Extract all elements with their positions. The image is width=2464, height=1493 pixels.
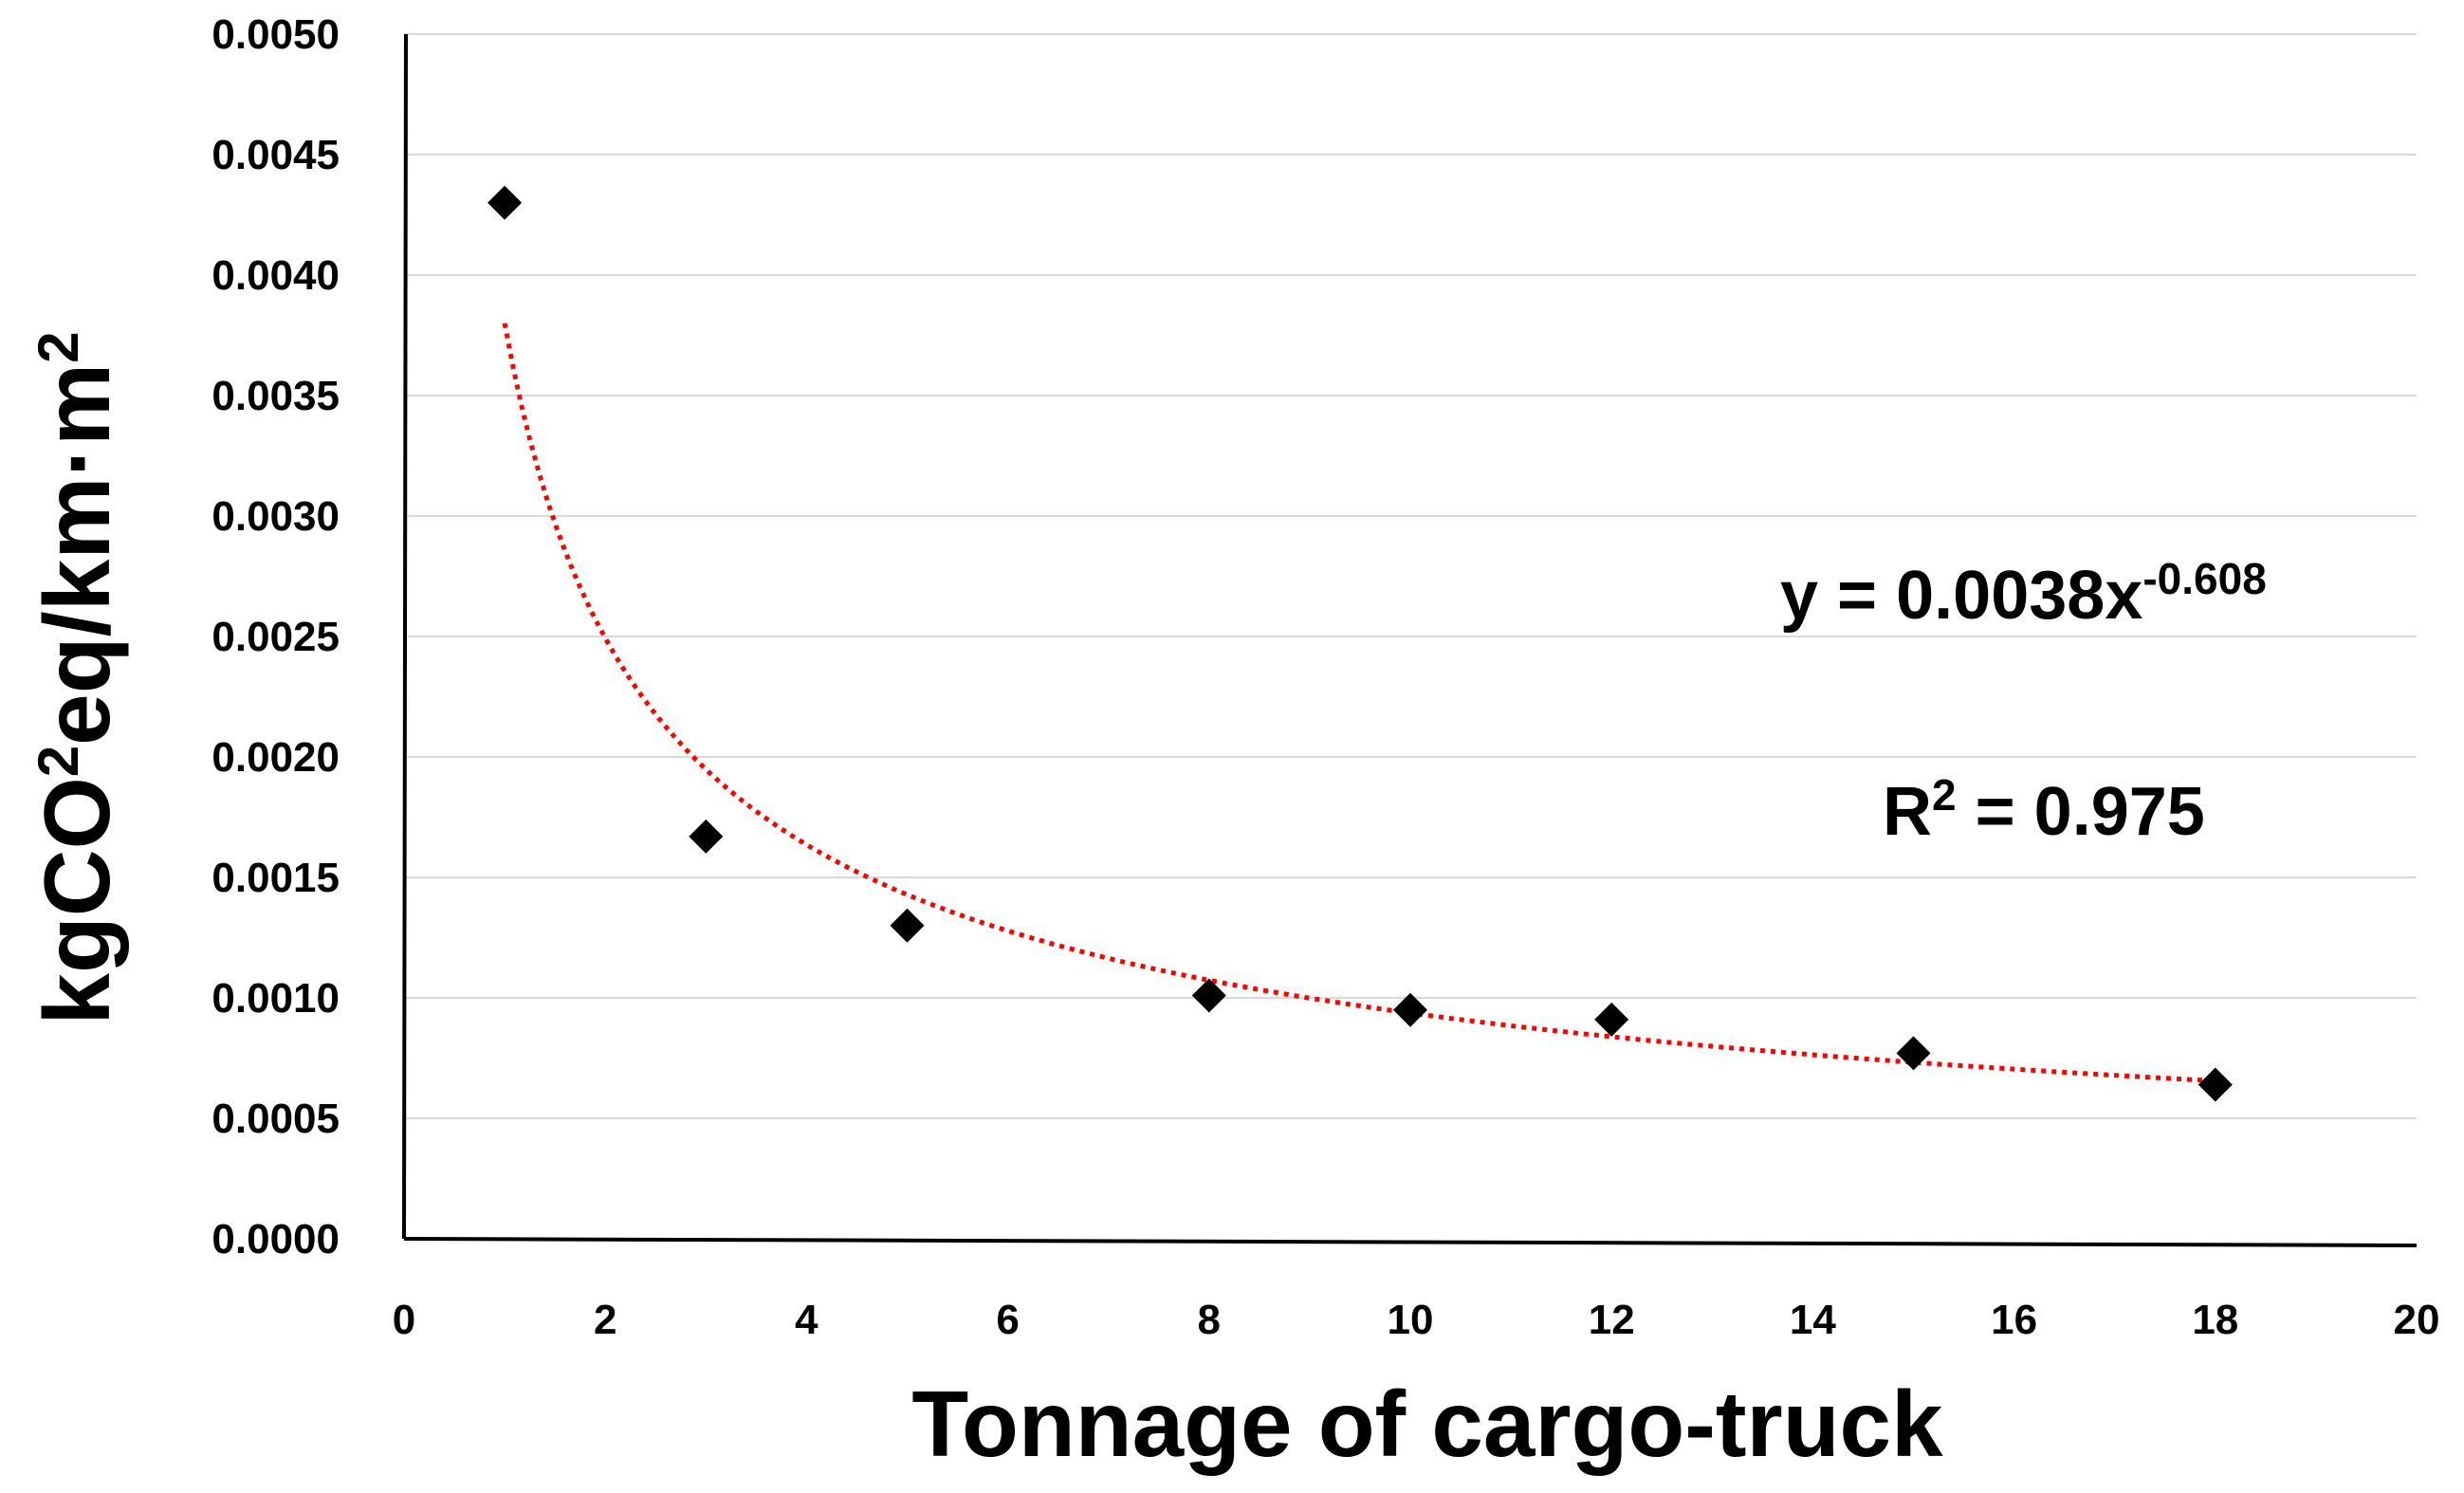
x-tick-label: 8 xyxy=(1198,1297,1221,1343)
data-point xyxy=(1393,992,1427,1027)
y-tick-label: 0.0040 xyxy=(211,252,340,299)
data-points xyxy=(487,185,2233,1102)
x-tick-label: 0 xyxy=(393,1297,415,1343)
y-axis-title: kgCO2eq/km·m2 xyxy=(25,331,129,1024)
x-tick-label: 20 xyxy=(2394,1297,2440,1343)
data-point xyxy=(1594,1002,1629,1037)
x-tick-label: 6 xyxy=(996,1297,1019,1343)
equation-annotation: y = 0.0038x-0.608 xyxy=(1780,554,2267,634)
y-axis-line xyxy=(402,33,408,1240)
x-tick-label: 16 xyxy=(1991,1297,2037,1343)
data-point xyxy=(689,819,724,854)
y-tick-label: 0.0015 xyxy=(211,855,340,901)
y-tick-label: 0.0000 xyxy=(211,1216,340,1263)
x-tick-label: 12 xyxy=(1589,1297,1635,1343)
power-trendline xyxy=(502,323,2216,1083)
y-tick-label: 0.0010 xyxy=(211,975,340,1022)
x-tick-label: 14 xyxy=(1790,1297,1836,1343)
x-tick-label: 2 xyxy=(594,1297,616,1343)
data-point xyxy=(890,908,925,943)
y-tick-label: 0.0020 xyxy=(211,734,340,781)
x-tick-label: 10 xyxy=(1388,1297,1434,1343)
data-point xyxy=(2197,1067,2233,1102)
r-squared-annotation: R2 = 0.975 xyxy=(1883,770,2205,850)
x-tick-label: 18 xyxy=(2192,1297,2238,1343)
y-tick-label: 0.0035 xyxy=(211,373,340,419)
x-axis-title: Tonnage of cargo-truck xyxy=(911,1372,1943,1476)
data-point xyxy=(1896,1036,1931,1071)
x-tick-label: 4 xyxy=(795,1297,818,1343)
y-tick-label: 0.0045 xyxy=(211,132,340,178)
y-tick-label: 0.0025 xyxy=(211,614,340,660)
x-tick-labels: 0 2 4 6 8 10 12 14 16 18 20 xyxy=(393,1297,2440,1343)
y-tick-label: 0.0030 xyxy=(211,493,340,540)
data-point xyxy=(487,185,523,220)
y-tick-labels: 0.0000 0.0005 0.0010 0.0015 0.0020 0.0025 0.00… xyxy=(211,11,340,1263)
data-point xyxy=(1191,978,1226,1013)
y-tick-label: 0.0005 xyxy=(211,1096,340,1142)
y-tick-label: 0.0050 xyxy=(211,11,340,58)
gridlines xyxy=(404,33,2417,1119)
x-axis-line xyxy=(403,1237,2418,1247)
